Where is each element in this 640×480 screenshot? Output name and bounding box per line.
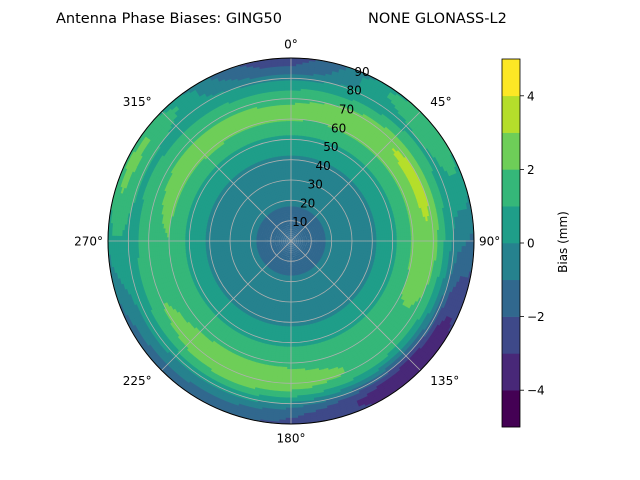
heat-cell [290,58,299,61]
heatmap-area [108,58,474,424]
chart-title-right: NONE GLONASS-L2 [368,11,507,27]
chart-title-left: Antenna Phase Biases: GING50 [56,11,282,27]
